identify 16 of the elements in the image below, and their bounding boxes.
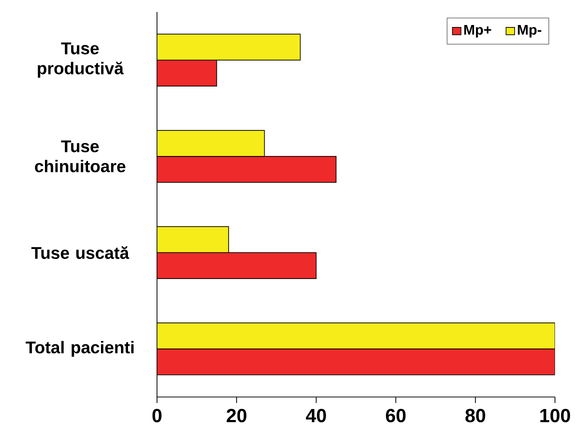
x-tick-label: 80 <box>465 408 486 422</box>
x-tick-label: 40 <box>306 408 326 422</box>
legend-label: Mp- <box>518 24 542 38</box>
y-tick-label: Tuse uscată <box>31 246 130 259</box>
x-tick-label: 60 <box>386 408 406 422</box>
bar <box>157 130 265 157</box>
bar <box>157 226 229 253</box>
bar <box>157 34 301 60</box>
bar <box>157 322 555 350</box>
y-tick-label: Total pacienti <box>26 340 134 357</box>
x-tick-label: 20 <box>226 408 246 422</box>
y-tick-label: Tuse chinuitoare <box>34 140 126 172</box>
legend-label: Mp+ <box>464 24 492 38</box>
x-tick-label: 0 <box>152 408 162 422</box>
y-tick-label: Tuse productivă <box>38 42 124 78</box>
x-tick-label: 100 <box>540 408 570 422</box>
